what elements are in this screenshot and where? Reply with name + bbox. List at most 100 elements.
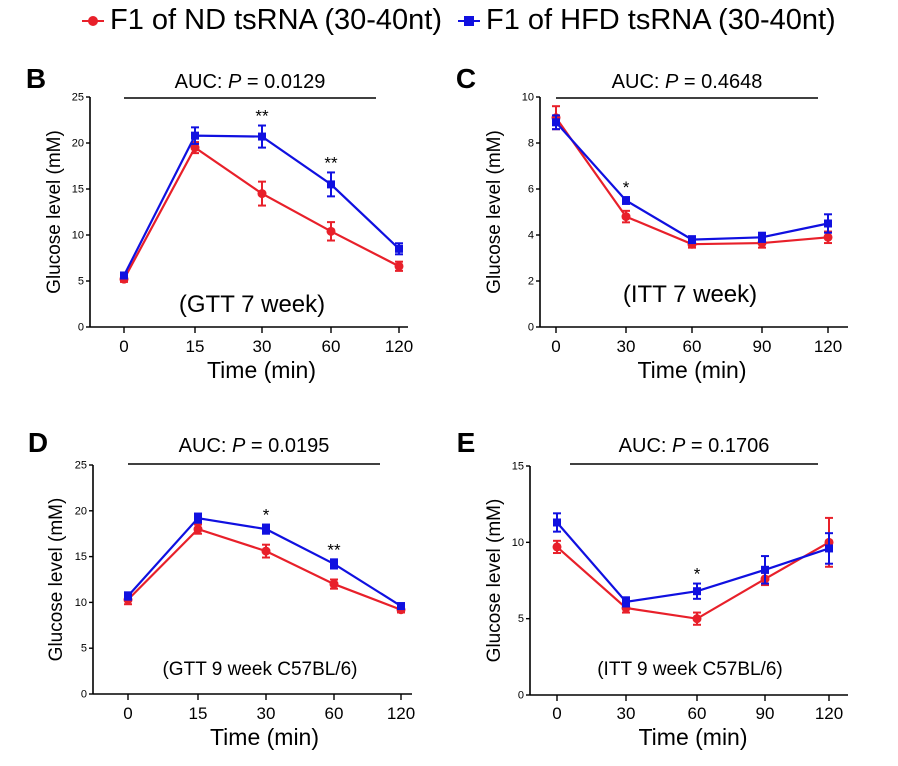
x-tick-label: 90 — [753, 337, 772, 356]
auc-annotation: AUC: P = 0.4648 — [612, 71, 763, 93]
x-tick-label: 15 — [189, 704, 208, 723]
y-tick-label: 25 — [75, 460, 87, 472]
data-point-hfd — [825, 544, 833, 553]
x-tick-label: 90 — [756, 704, 775, 723]
auc-annotation: AUC: P = 0.0195 — [179, 435, 330, 457]
y-tick-label: 8 — [528, 138, 534, 150]
x-tick-label: 0 — [119, 337, 128, 356]
y-tick-label: 2 — [528, 276, 534, 288]
x-axis-label: Time (min) — [638, 724, 747, 750]
y-tick-label: 20 — [75, 505, 87, 517]
y-tick-label: 5 — [81, 643, 87, 655]
data-point-hfd — [120, 271, 128, 280]
legend-marker-hfd-icon — [458, 13, 480, 29]
data-point-nd — [326, 226, 336, 236]
significance-marker: ** — [327, 540, 341, 559]
y-tick-label: 25 — [72, 92, 84, 104]
auc-annotation: AUC: P = 0.0129 — [175, 71, 326, 93]
data-point-hfd — [824, 219, 832, 228]
series-line-nd — [127, 527, 402, 611]
data-point-nd — [329, 579, 339, 589]
legend: F1 of ND tsRNA (30-40nt) F1 of HFD tsRNA… — [0, 0, 898, 44]
data-point-hfd — [124, 591, 132, 600]
panel-letter: B — [26, 63, 46, 94]
data-point-hfd — [761, 565, 769, 574]
y-tick-label: 15 — [72, 184, 84, 196]
x-tick-label: 30 — [253, 337, 272, 356]
data-point-hfd — [327, 180, 335, 189]
y-tick-label: 10 — [72, 230, 84, 242]
data-point-hfd — [395, 244, 403, 253]
significance-marker: * — [263, 506, 270, 525]
y-tick-label: 15 — [75, 551, 87, 563]
chart-panel-c: 0 2 4 6 8 10 0 30 60 90 120 Time (min) Glucose level… — [456, 63, 848, 383]
data-point-nd — [190, 143, 200, 153]
legend-marker-nd-icon — [82, 13, 104, 29]
condition-annotation: (ITT 9 week C57BL/6) — [597, 659, 783, 680]
data-point-hfd — [693, 587, 701, 596]
legend-item-nd: F1 of ND tsRNA (30-40nt) — [82, 4, 442, 37]
y-tick-label: 4 — [528, 230, 534, 242]
chart-panel-d: 0 5 10 15 20 25 0 15 30 60 120 Time (min) Glucose le… — [28, 427, 415, 750]
y-tick-label: 0 — [528, 322, 534, 334]
y-axis-label: Glucose level (mM) — [484, 499, 505, 663]
series-line-nd — [555, 117, 829, 246]
data-point-nd — [552, 542, 562, 552]
data-point-nd — [621, 212, 631, 222]
data-point-nd — [394, 261, 404, 271]
x-tick-label: 120 — [814, 337, 842, 356]
data-point-hfd — [622, 597, 630, 606]
data-point-nd — [257, 189, 267, 199]
y-tick-label: 0 — [78, 322, 84, 334]
significance-marker: * — [694, 565, 701, 584]
data-point-nd — [261, 546, 271, 556]
y-axis-label: Glucose level (mM) — [46, 498, 67, 662]
data-point-hfd — [688, 235, 696, 244]
y-tick-label: 6 — [528, 184, 534, 196]
x-tick-label: 120 — [387, 704, 415, 723]
condition-annotation: (GTT 9 week C57BL/6) — [162, 659, 357, 680]
y-tick-label: 10 — [512, 537, 524, 549]
data-point-hfd — [330, 559, 338, 568]
y-axis-label: Glucose level (mM) — [44, 130, 65, 294]
y-tick-label: 0 — [518, 690, 524, 702]
y-tick-label: 20 — [72, 138, 84, 150]
y-tick-label: 15 — [512, 461, 524, 473]
y-axis-label: Glucose level (mM) — [484, 130, 505, 294]
y-tick-label: 5 — [78, 276, 84, 288]
x-tick-label: 30 — [617, 337, 636, 356]
x-tick-label: 60 — [683, 337, 702, 356]
panel-letter: E — [457, 427, 476, 458]
x-tick-label: 0 — [552, 704, 561, 723]
series-line-hfd — [555, 121, 829, 241]
chart-panel-e: 0 5 10 15 0 30 60 90 120 Time (min) Glucose level … — [457, 427, 848, 750]
data-point-hfd — [258, 132, 266, 141]
data-point-hfd — [552, 118, 560, 127]
data-point-nd — [823, 232, 833, 242]
x-axis-label: Time (min) — [637, 357, 746, 383]
x-tick-label: 15 — [186, 337, 205, 356]
y-tick-label: 0 — [81, 689, 87, 701]
significance-marker: ** — [324, 153, 338, 172]
x-tick-label: 120 — [815, 704, 843, 723]
x-tick-label: 30 — [257, 704, 276, 723]
series-line-nd — [123, 146, 400, 280]
x-tick-label: 0 — [551, 337, 560, 356]
data-point-nd — [193, 524, 203, 534]
x-tick-label: 30 — [617, 704, 636, 723]
auc-annotation: AUC: P = 0.1706 — [619, 435, 770, 457]
data-point-nd — [692, 614, 702, 624]
data-point-hfd — [553, 518, 561, 527]
condition-annotation: (GTT 7 week) — [179, 291, 325, 318]
y-tick-label: 10 — [75, 597, 87, 609]
y-tick-label: 5 — [518, 613, 524, 625]
data-point-hfd — [262, 525, 270, 534]
significance-marker: * — [623, 178, 630, 197]
data-point-hfd — [622, 196, 630, 205]
x-tick-label: 60 — [322, 337, 341, 356]
data-point-hfd — [194, 514, 202, 523]
y-tick-label: 10 — [522, 92, 534, 104]
x-tick-label: 60 — [325, 704, 344, 723]
data-point-hfd — [397, 602, 405, 611]
